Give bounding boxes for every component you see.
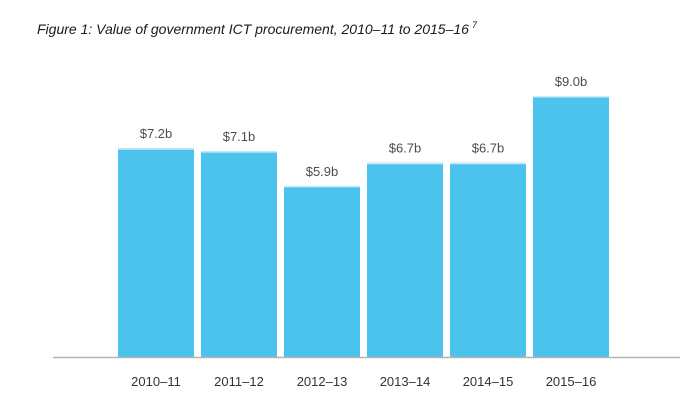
- value-label: $7.1b: [223, 129, 256, 144]
- value-label: $6.7b: [389, 141, 422, 156]
- bar-2011–12: [201, 151, 277, 357]
- x-tick-label: 2011–12: [214, 374, 264, 389]
- figure-title-text: Figure 1: Value of government ICT procur…: [37, 21, 469, 37]
- bar-2010–11: [118, 148, 194, 357]
- figure-title: Figure 1: Value of government ICT procur…: [37, 20, 477, 37]
- x-tick-label: 2010–11: [131, 374, 181, 389]
- bar-2012–13: [284, 185, 360, 357]
- value-label: $9.0b: [555, 74, 588, 89]
- x-tick-label: 2014–15: [463, 374, 514, 389]
- x-tick-label: 2012–13: [297, 374, 348, 389]
- bar-2015–16: [533, 96, 609, 357]
- x-tick-labels-group: 2010–11 2011–12 2012–13 2013–14 2014–15 2015–…: [131, 374, 596, 389]
- bar-2014–15: [450, 162, 526, 357]
- x-tick-label: 2013–14: [380, 374, 431, 389]
- bar-2013–14: [367, 162, 443, 357]
- value-label: $7.2b: [140, 126, 173, 141]
- value-label: $6.7b: [472, 141, 505, 156]
- value-label: $5.9b: [306, 164, 339, 179]
- footnote-reference: 7: [471, 20, 477, 30]
- x-tick-label: 2015–16: [546, 374, 597, 389]
- bars-group: [118, 96, 609, 357]
- value-labels-group: $7.2b $7.1b $5.9b $6.7b $6.7b $9.0b: [140, 74, 588, 179]
